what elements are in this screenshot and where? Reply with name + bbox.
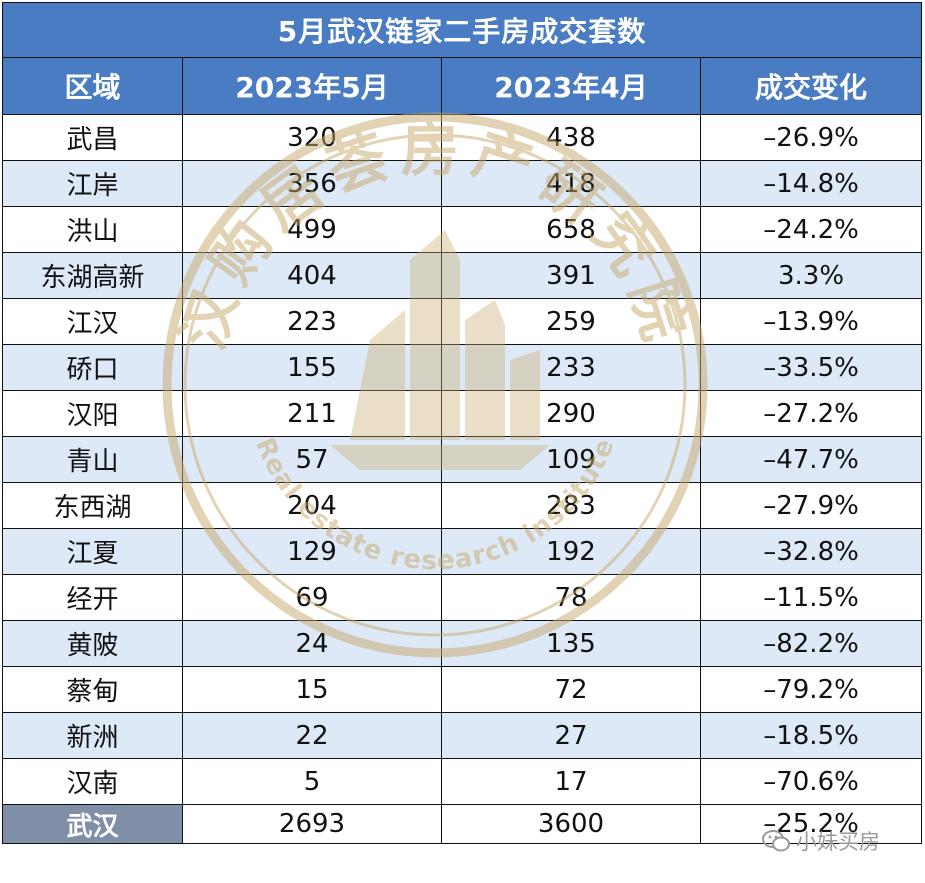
cell-district: 江岸 bbox=[2, 160, 183, 207]
table-row: 江汉 223 259 –13.9% bbox=[2, 298, 923, 345]
table-row: 洪山 499 658 –24.2% bbox=[2, 206, 923, 253]
cell-april-2023: 290 bbox=[441, 390, 701, 437]
cell-district: 新洲 bbox=[2, 712, 183, 759]
cell-april-2023: 109 bbox=[441, 436, 701, 483]
cell-change: –11.5% bbox=[699, 574, 923, 621]
cell-april-2023: 418 bbox=[441, 160, 701, 207]
cell-district: 东西湖 bbox=[2, 482, 183, 529]
cell-district: 经开 bbox=[2, 574, 183, 621]
cell-april-2023: 78 bbox=[441, 574, 701, 621]
cell-may-2023: 15 bbox=[182, 666, 442, 713]
cell-district: 武昌 bbox=[2, 114, 183, 161]
cell-may-2023: 5 bbox=[182, 758, 442, 805]
cell-change: –33.5% bbox=[699, 344, 923, 391]
table-row: 新洲 22 27 –18.5% bbox=[2, 712, 923, 759]
cell-district: 江汉 bbox=[2, 298, 183, 345]
cell-change: –18.5% bbox=[699, 712, 923, 759]
cell-may-2023: 320 bbox=[182, 114, 442, 161]
cell-change: –82.2% bbox=[699, 620, 923, 667]
cell-may-2023: 356 bbox=[182, 160, 442, 207]
cell-change: –24.2% bbox=[699, 206, 923, 253]
column-header-may-2023: 2023年5月 bbox=[182, 57, 442, 115]
cell-district: 硚口 bbox=[2, 344, 183, 391]
cell-change: 3.3% bbox=[699, 252, 923, 299]
cell-may-2023: 57 bbox=[182, 436, 442, 483]
cell-change: –26.9% bbox=[699, 114, 923, 161]
cell-april-2023: 283 bbox=[441, 482, 701, 529]
table-row: 硚口 155 233 –33.5% bbox=[2, 344, 923, 391]
table-row: 汉南 5 17 –70.6% bbox=[2, 758, 923, 805]
table-row: 江夏 129 192 –32.8% bbox=[2, 528, 923, 575]
total-cell-district: 武汉 bbox=[2, 804, 183, 844]
cell-district: 东湖高新 bbox=[2, 252, 183, 299]
cell-may-2023: 204 bbox=[182, 482, 442, 529]
cell-april-2023: 27 bbox=[441, 712, 701, 759]
cell-change: –14.8% bbox=[699, 160, 923, 207]
total-row: 武汉 2693 3600 –25.2% bbox=[2, 804, 923, 844]
cell-april-2023: 192 bbox=[441, 528, 701, 575]
cell-april-2023: 259 bbox=[441, 298, 701, 345]
cell-district: 汉阳 bbox=[2, 390, 183, 437]
table-title: 5月武汉链家二手房成交套数 bbox=[1, 2, 923, 58]
table-row: 东西湖 204 283 –27.9% bbox=[2, 482, 923, 529]
cell-may-2023: 499 bbox=[182, 206, 442, 253]
cell-district: 蔡甸 bbox=[2, 666, 183, 713]
column-header-district: 区域 bbox=[2, 57, 183, 115]
cell-change: –27.2% bbox=[699, 390, 923, 437]
table-row: 东湖高新 404 391 3.3% bbox=[2, 252, 923, 299]
table-row: 武昌 320 438 –26.9% bbox=[2, 114, 923, 161]
total-cell-april-2023: 3600 bbox=[441, 804, 701, 844]
cell-district: 汉南 bbox=[2, 758, 183, 805]
cell-change: –13.9% bbox=[699, 298, 923, 345]
cell-change: –47.7% bbox=[699, 436, 923, 483]
total-cell-may-2023: 2693 bbox=[182, 804, 442, 844]
title-row: 5月武汉链家二手房成交套数 bbox=[1, 2, 923, 58]
table-body: 武昌 320 438 –26.9% 江岸 356 418 –14.8% 洪山 499 658 –24.… bbox=[2, 114, 923, 844]
cell-may-2023: 404 bbox=[182, 252, 442, 299]
cell-district: 洪山 bbox=[2, 206, 183, 253]
cell-district: 江夏 bbox=[2, 528, 183, 575]
table-row: 汉阳 211 290 –27.2% bbox=[2, 390, 923, 437]
cell-district: 黄陂 bbox=[2, 620, 183, 667]
table-row: 江岸 356 418 –14.8% bbox=[2, 160, 923, 207]
cell-change: –27.9% bbox=[699, 482, 923, 529]
header-row: 区域 2023年5月 2023年4月 成交变化 bbox=[2, 57, 923, 115]
cell-change: –79.2% bbox=[699, 666, 923, 713]
cell-change: –70.6% bbox=[699, 758, 923, 805]
cell-may-2023: 129 bbox=[182, 528, 442, 575]
cell-april-2023: 438 bbox=[441, 114, 701, 161]
table-row: 黄陂 24 135 –82.2% bbox=[2, 620, 923, 667]
cell-may-2023: 223 bbox=[182, 298, 442, 345]
cell-april-2023: 72 bbox=[441, 666, 701, 713]
table-row: 蔡甸 15 72 –79.2% bbox=[2, 666, 923, 713]
cell-may-2023: 155 bbox=[182, 344, 442, 391]
table-row: 经开 69 78 –11.5% bbox=[2, 574, 923, 621]
column-header-april-2023: 2023年4月 bbox=[441, 57, 701, 115]
cell-may-2023: 69 bbox=[182, 574, 442, 621]
table-row: 青山 57 109 –47.7% bbox=[2, 436, 923, 483]
cell-april-2023: 391 bbox=[441, 252, 701, 299]
cell-may-2023: 211 bbox=[182, 390, 442, 437]
cell-may-2023: 24 bbox=[182, 620, 442, 667]
column-header-change: 成交变化 bbox=[699, 57, 923, 115]
cell-april-2023: 17 bbox=[441, 758, 701, 805]
total-cell-change: –25.2% bbox=[699, 804, 923, 844]
cell-may-2023: 22 bbox=[182, 712, 442, 759]
cell-change: –32.8% bbox=[699, 528, 923, 575]
cell-district: 青山 bbox=[2, 436, 183, 483]
cell-april-2023: 135 bbox=[441, 620, 701, 667]
cell-april-2023: 233 bbox=[441, 344, 701, 391]
transactions-table: 5月武汉链家二手房成交套数 区域 2023年5月 2023年4月 成交变化 武昌… bbox=[1, 2, 923, 844]
cell-april-2023: 658 bbox=[441, 206, 701, 253]
